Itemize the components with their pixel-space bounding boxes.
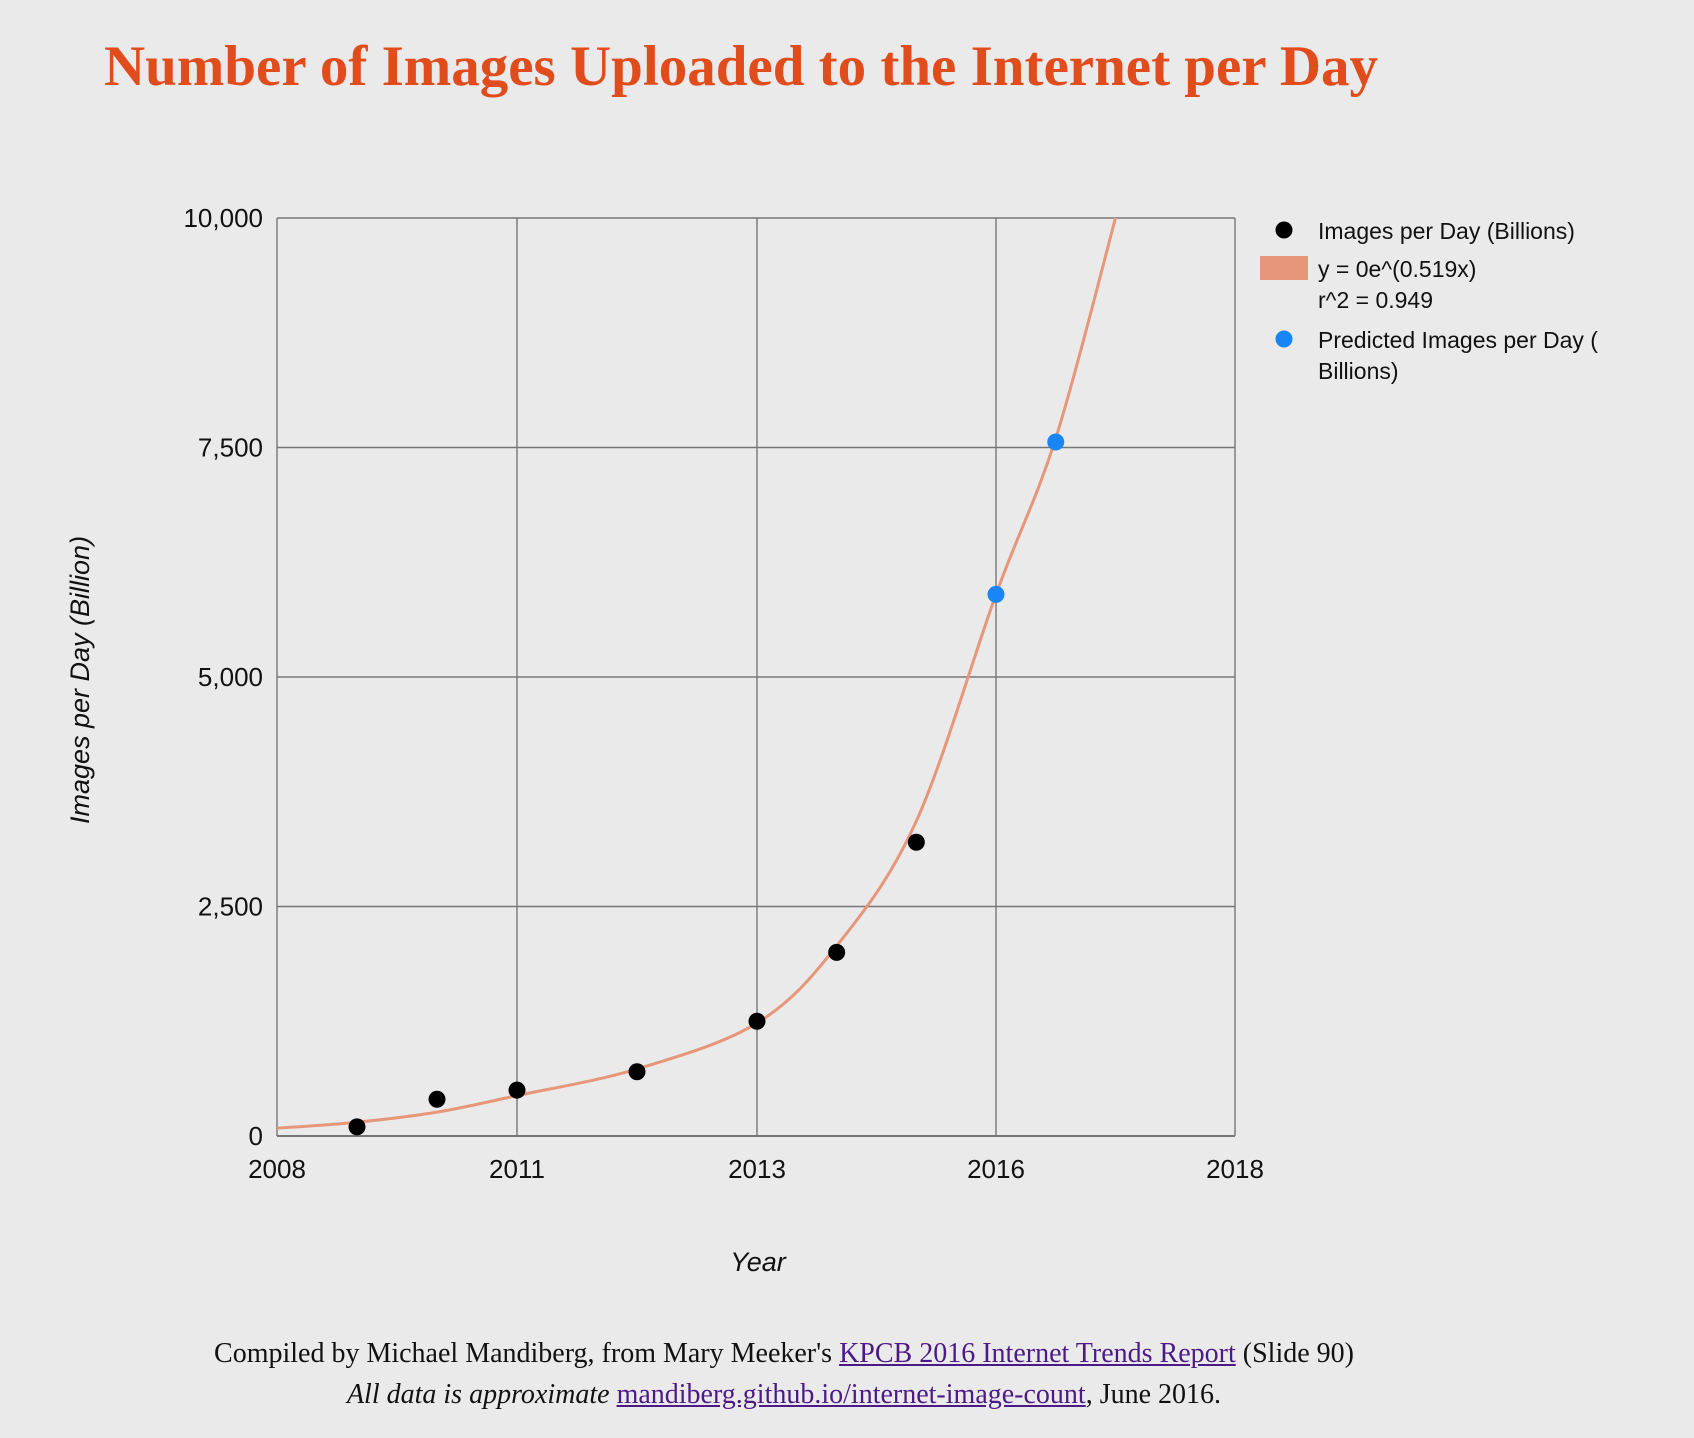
y-axis-label: Images per Day (Billion) [65,536,95,824]
legend-swatch-point [1275,330,1293,348]
predicted-data-point [1047,433,1065,451]
actual-data-point [907,833,925,851]
credit-text: Compiled by Michael Mandiberg, from Mary… [214,1338,833,1369]
y-tick-label: 7,500 [198,433,263,463]
y-tick-label: 2,500 [198,892,263,922]
x-tick-label: 2013 [728,1154,786,1184]
y-tick-label: 5,000 [198,662,263,692]
axis-tick-labels: 0 2,500 5,000 7,500 10,000 2008 2011 2013 2016 20… [183,203,1263,1184]
legend-swatch-point [1275,221,1293,239]
y-tick-label: 0 [249,1121,263,1151]
data-note: All data is approximate mandiberg.github… [0,1379,1568,1411]
legend-swatch-line [1260,256,1308,280]
legend: Images per Day (Billions) y = 0e^(0.519x)… [1260,218,1598,384]
actual-data-point [428,1090,446,1108]
actual-data-point [348,1118,366,1136]
predicted-data-point [987,585,1005,603]
x-tick-label: 2016 [967,1154,1025,1184]
trendline [276,217,1117,1130]
legend-label-line2: r^2 = 0.949 [1318,287,1433,313]
chart-title: Number of Images Uploaded to the Interne… [104,35,1378,98]
legend-label-line2: Billions) [1318,358,1399,384]
date-note: , June 2016. [1085,1379,1222,1410]
y-tick-label: 10,000 [183,203,263,233]
x-tick-label: 2011 [489,1154,545,1184]
actual-data-point [628,1063,646,1081]
legend-label: y = 0e^(0.519x) [1318,256,1476,282]
data-points [348,433,1065,1136]
x-axis-label: Year [730,1247,787,1277]
legend-label: Images per Day (Billions) [1318,218,1575,244]
x-tick-label: 2018 [1206,1154,1264,1184]
x-tick-label: 2008 [248,1154,306,1184]
actual-data-point [508,1081,526,1099]
slide-ref: (Slide 90) [1242,1338,1354,1369]
scatter-chart: 0 2,500 5,000 7,500 10,000 2008 2011 2013 2016 20… [65,203,1598,1277]
project-link[interactable]: mandiberg.github.io/internet-image-count [616,1379,1086,1410]
actual-data-point [828,943,846,961]
grid-lines [276,217,1236,1137]
approximate-note: All data is approximate [346,1379,610,1410]
actual-data-point [748,1012,766,1030]
legend-label: Predicted Images per Day ( [1318,327,1598,353]
report-link[interactable]: KPCB 2016 Internet Trends Report [839,1338,1236,1369]
source-credit: Compiled by Michael Mandiberg, from Mary… [0,1338,1568,1370]
